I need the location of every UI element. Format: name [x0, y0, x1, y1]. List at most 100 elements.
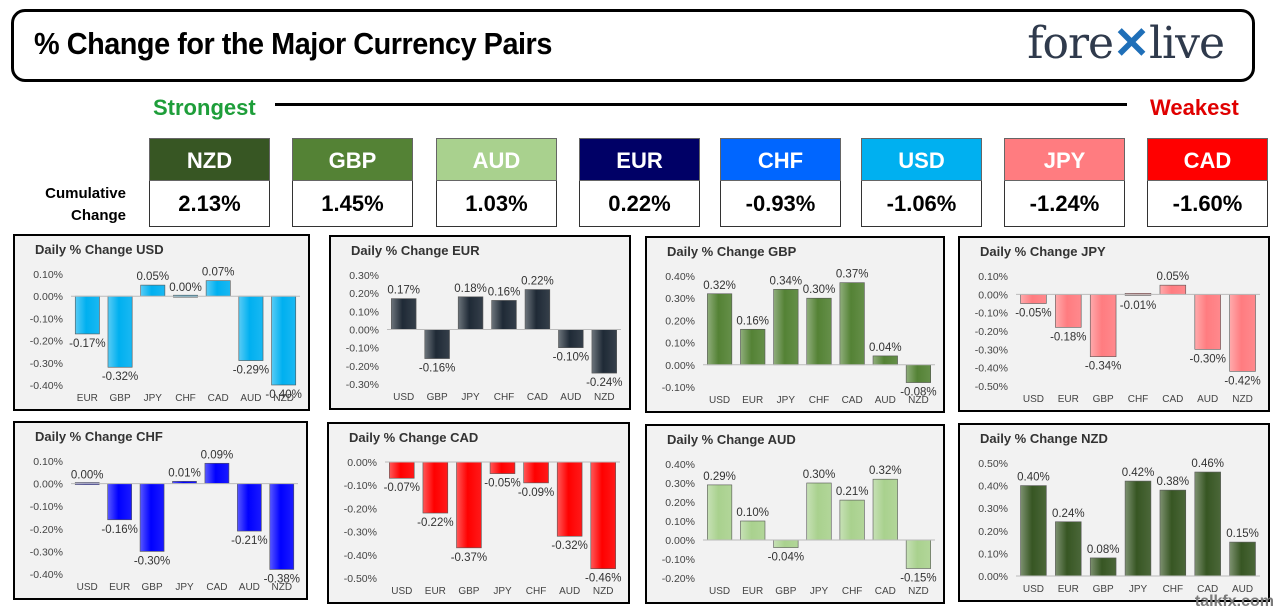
x-tick-label: CAD	[842, 395, 863, 406]
y-tick-label: -0.10%	[30, 501, 63, 513]
y-tick-label: -0.40%	[30, 380, 63, 392]
chart-title: Daily % Change NZD	[980, 431, 1108, 446]
x-tick-label: EUR	[77, 393, 98, 404]
x-tick-label: GBP	[142, 582, 163, 593]
data-label: -0.21%	[231, 535, 267, 547]
x-tick-label: JPY	[777, 395, 796, 406]
bar	[524, 289, 551, 330]
y-tick-label: -0.30%	[975, 344, 1008, 356]
x-tick-label: NZD	[273, 393, 294, 404]
cumulative-label-line2: Change	[70, 207, 126, 224]
data-label: 0.05%	[136, 271, 169, 283]
y-tick-label: 0.30%	[978, 503, 1008, 515]
x-tick-label: CAD	[1162, 394, 1183, 405]
bar	[1229, 294, 1256, 372]
currency-code: EUR	[579, 138, 700, 181]
y-tick-label: 0.30%	[349, 270, 379, 282]
x-tick-label: CAD	[206, 582, 227, 593]
x-tick-label: JPY	[810, 586, 829, 597]
data-label: -0.40%	[265, 389, 301, 401]
bar	[905, 539, 931, 569]
bar	[269, 483, 295, 570]
x-tick-label: USD	[1023, 584, 1044, 595]
data-label: 0.17%	[387, 285, 420, 297]
data-label: 0.37%	[836, 269, 869, 281]
currency-value: -1.60%	[1147, 181, 1268, 227]
bar	[740, 520, 766, 541]
currency-value: 0.22%	[579, 181, 700, 227]
currency-card-jpy: JPY -1.24%	[1004, 138, 1125, 227]
chart-jpy: 0.10% 0.00% -0.10% -0.20% -0.30% -0.40% -0.50%…	[975, 271, 1261, 405]
y-tick-label: 0.00%	[347, 457, 377, 469]
x-tick-label: AUD	[240, 393, 261, 404]
data-label: -0.17%	[69, 338, 105, 350]
data-label: 0.16%	[488, 286, 521, 298]
chart-nzd: 0.50% 0.40% 0.30% 0.20% 0.10% 0.00% 0.40% USD 0.…	[978, 458, 1260, 595]
currency-value: -1.06%	[861, 181, 982, 227]
data-label: 0.30%	[803, 469, 836, 481]
data-label: 0.34%	[770, 275, 803, 287]
title-box: % Change for the Major Currency Pairs fo…	[11, 9, 1255, 82]
data-label: 0.07%	[202, 267, 235, 279]
bar	[740, 328, 766, 366]
bar	[806, 297, 832, 366]
y-tick-label: -0.20%	[344, 503, 377, 515]
data-label: 0.10%	[736, 507, 769, 519]
y-tick-label: 0.10%	[349, 306, 379, 318]
data-label: -0.29%	[233, 365, 269, 377]
y-tick-label: -0.30%	[346, 379, 379, 391]
bar	[1089, 294, 1117, 357]
y-tick-label: -0.30%	[344, 527, 377, 539]
bar	[271, 295, 297, 386]
bar	[74, 295, 100, 335]
data-label: 0.29%	[703, 471, 736, 483]
bar	[707, 484, 733, 541]
bar	[1194, 294, 1221, 350]
chart-title: Daily % Change USD	[35, 242, 164, 257]
currency-card-usd: USD -1.06%	[861, 138, 982, 227]
chart-title: Daily % Change CHF	[35, 429, 163, 444]
y-tick-label: -0.10%	[344, 480, 377, 492]
y-tick-label: -0.10%	[662, 554, 695, 566]
chart-usd: 0.10% 0.00% -0.10% -0.20% -0.30% -0.40% -0.17%…	[30, 267, 302, 404]
currency-card-eur: EUR 0.22%	[579, 138, 700, 227]
x-tick-label: GBP	[775, 586, 796, 597]
data-label: -0.05%	[484, 478, 520, 490]
y-tick-label: -0.10%	[662, 382, 695, 394]
x-tick-label: GBP	[1093, 584, 1114, 595]
bar	[523, 461, 549, 484]
y-tick-label: 0.00%	[665, 535, 695, 547]
data-label: 0.42%	[1122, 467, 1155, 479]
data-label: 0.16%	[736, 315, 769, 327]
data-label: -0.16%	[101, 524, 137, 536]
data-label: -0.38%	[264, 573, 300, 585]
chart-title: Daily % Change CAD	[349, 430, 479, 445]
x-tick-label: JPY	[144, 393, 163, 404]
bar	[422, 461, 449, 514]
x-tick-label: CHF	[1163, 584, 1184, 595]
currency-value: -0.93%	[720, 181, 841, 227]
x-tick-label: GBP	[1093, 394, 1114, 405]
bar	[204, 462, 230, 484]
data-label: -0.04%	[768, 552, 804, 564]
currency-value: 1.03%	[436, 181, 557, 227]
currency-code: GBP	[292, 138, 413, 181]
x-tick-label: NZD	[594, 392, 615, 403]
y-tick-label: 0.00%	[978, 289, 1008, 301]
x-tick-label: NZD	[1232, 394, 1253, 405]
data-label: -0.34%	[1085, 361, 1121, 373]
data-label: -0.08%	[900, 387, 936, 399]
chart-panel-cad: 0.00% -0.10% -0.20% -0.30% -0.40% -0.50% -0.07…	[327, 422, 630, 604]
bar	[1124, 480, 1152, 577]
bar	[456, 461, 482, 549]
data-label: -0.07%	[384, 482, 420, 494]
y-tick-label: 0.20%	[665, 497, 695, 509]
data-label: -0.09%	[518, 487, 554, 499]
y-tick-label: 0.00%	[349, 325, 379, 337]
data-label: 0.18%	[454, 283, 487, 295]
chart-eur: 0.30% 0.20% 0.10% 0.00% -0.10% -0.20% -0.30% 0.…	[346, 270, 623, 403]
data-label: -0.05%	[1015, 308, 1051, 320]
x-tick-label: EUR	[1058, 584, 1079, 595]
bar	[1194, 471, 1221, 577]
chart-title: Daily % Change AUD	[667, 432, 796, 447]
